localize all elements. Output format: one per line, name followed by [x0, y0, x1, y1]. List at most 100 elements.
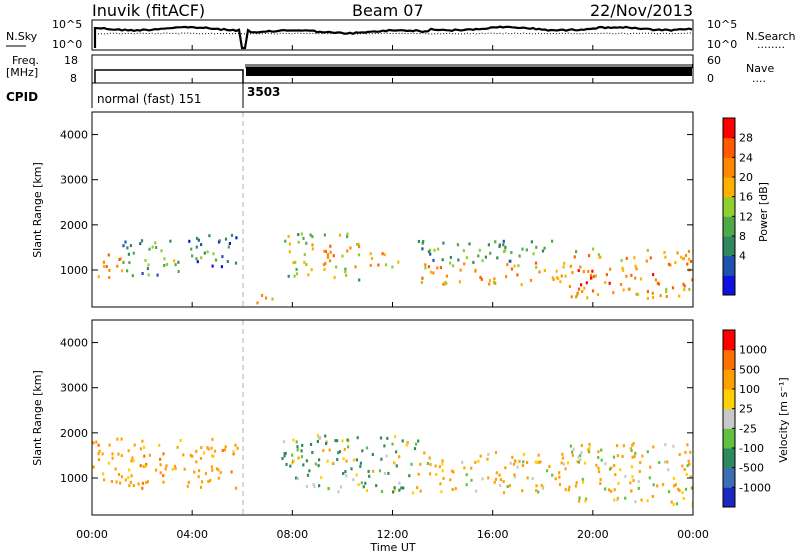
velocity-cell	[684, 450, 687, 454]
power-cell	[307, 273, 310, 277]
velocity-cell	[296, 448, 299, 452]
power-cell	[665, 295, 668, 298]
power-cell	[570, 295, 573, 299]
velocity-cell	[646, 499, 649, 503]
x-tick-label: 08:00	[276, 528, 308, 541]
power-cell	[594, 274, 597, 278]
velocity-cell	[385, 454, 388, 458]
velocity-cell	[684, 487, 688, 491]
velocity-cell	[343, 447, 346, 451]
power-cell	[521, 247, 524, 251]
velocity-cell	[428, 472, 432, 476]
power-cell	[174, 263, 177, 267]
velocity-cell	[176, 445, 179, 449]
velocity-cell	[631, 443, 634, 447]
velocity-cell	[687, 459, 690, 463]
velocity-cell	[352, 458, 355, 462]
velocity-cell	[342, 472, 345, 475]
colorbar-segment	[723, 428, 735, 449]
x-tick-label: 00:00	[76, 528, 108, 541]
power-cell	[328, 259, 332, 263]
power-cell	[177, 270, 180, 273]
velocity-cell	[200, 446, 203, 450]
velocity-cell	[114, 467, 117, 471]
velocity-cell	[579, 458, 582, 462]
power-cell	[154, 241, 157, 245]
velocity-cell	[442, 477, 445, 480]
velocity-cell	[608, 467, 612, 471]
power-y-ticks: 4000 3000 2000 1000	[60, 129, 693, 277]
power-cell	[472, 260, 475, 264]
power-cell	[118, 258, 121, 261]
power-cell	[292, 261, 295, 265]
velocity-cell	[569, 444, 572, 448]
velocity-cell	[338, 450, 342, 454]
velocity-cell	[595, 463, 598, 467]
velocity-cell	[111, 452, 114, 456]
velocity-cell	[487, 476, 490, 480]
power-cell	[560, 274, 563, 278]
power-cell	[356, 242, 359, 246]
velocity-cell	[649, 465, 652, 469]
power-cell	[196, 260, 199, 264]
power-cell	[357, 253, 361, 257]
power-cell	[510, 267, 513, 271]
velocity-cell	[461, 460, 464, 464]
power-cell	[445, 281, 448, 285]
nave-legend: ....	[752, 72, 766, 85]
power-cell	[489, 251, 492, 255]
velocity-cell	[540, 484, 543, 488]
velocity-cell	[651, 495, 654, 498]
velocity-cell	[537, 490, 540, 494]
velocity-cell	[386, 436, 389, 440]
power-cell	[420, 280, 423, 284]
velocity-cell	[613, 488, 616, 492]
velocity-cell	[412, 491, 415, 495]
velocity-cell	[116, 437, 119, 441]
power-cell	[637, 292, 640, 296]
velocity-cell	[614, 473, 617, 477]
velocity-cell	[183, 467, 186, 471]
power-cell	[682, 257, 685, 261]
velocity-cell	[128, 484, 131, 488]
power-cell	[288, 250, 291, 254]
velocity-cell	[300, 455, 304, 459]
search-right-label: N.Search	[746, 30, 796, 43]
velocity-cell	[92, 441, 95, 445]
power-cell	[294, 260, 297, 264]
colorbar-segment	[723, 369, 735, 390]
power-cell	[541, 249, 545, 253]
power-cell	[421, 241, 424, 245]
power-cell	[622, 288, 625, 292]
power-cell	[311, 235, 314, 239]
velocity-cell	[686, 443, 689, 447]
power-cell	[226, 260, 229, 263]
velocity-cell	[564, 488, 567, 492]
power-cell	[346, 249, 349, 253]
velocity-cell	[610, 489, 613, 493]
velocity-cell	[199, 485, 203, 489]
power-cell	[484, 255, 487, 259]
colorbar-segment	[723, 448, 735, 469]
power-cell	[140, 239, 144, 243]
power-cell	[573, 255, 576, 259]
velocity-cell	[131, 456, 134, 460]
velocity-cell	[630, 465, 633, 469]
velocity-cell	[398, 455, 401, 459]
velocity-cell	[567, 488, 570, 492]
velocity-cell	[441, 459, 444, 463]
power-cell	[195, 245, 198, 249]
power-cell	[196, 236, 199, 240]
power-cell	[218, 239, 221, 243]
velocity-cell	[367, 469, 370, 473]
velocity-cell	[296, 445, 299, 449]
velocity-cell	[325, 440, 328, 444]
velocity-cell	[379, 436, 383, 440]
power-cell	[429, 248, 432, 252]
power-cell	[493, 277, 496, 281]
velocity-cell	[195, 460, 198, 464]
power-cell	[559, 280, 562, 284]
velocity-cell	[324, 434, 327, 438]
velocity-cell	[195, 449, 198, 453]
sky-panel: N.Sky 10^5 10^0 10^5 10^0 N.Search .....…	[6, 18, 796, 51]
